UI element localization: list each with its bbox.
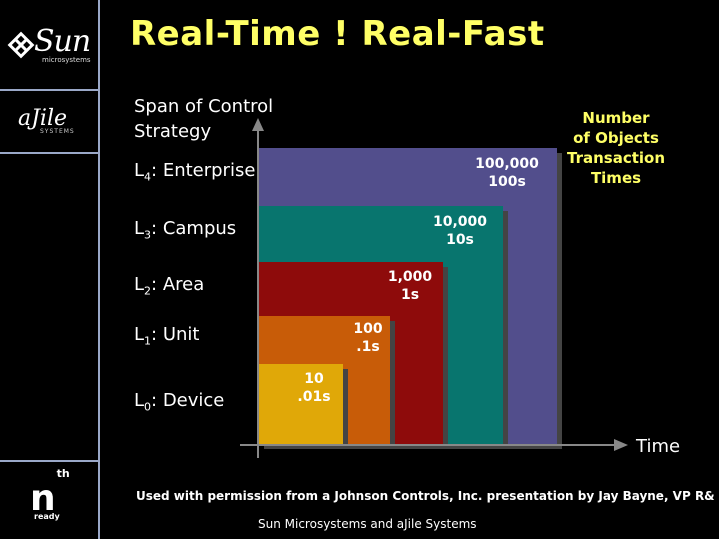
sun-logo-subtext: microsystems [42,56,91,64]
level-label-l3: L3: Campus [134,218,236,242]
bar-label-l0-objects: 10 [304,371,324,387]
bar-label-l0-time: .01s [297,389,331,405]
sidebar-divider [0,152,98,154]
nth-logo-ready: ready [34,512,60,521]
y-axis-arrow-icon [252,118,264,131]
bar-label-l3: 10,000 10s [418,213,502,249]
level-name: : Device [151,390,225,411]
y-axis-title-line1: Span of Control [134,96,274,117]
bar-label-l2: 1,000 1s [370,268,450,304]
level-sub: 0 [144,400,152,414]
level-name: : Unit [151,324,200,345]
level-name: : Campus [151,218,237,239]
level-label-l4: L4: Enterprise [134,160,255,184]
level-name: : Enterprise [151,160,256,181]
x-axis-title: Time [636,436,681,457]
legend-line3: Transaction [566,149,666,167]
sun-logo-text: Sun [34,24,91,59]
nth-logo: nth [30,467,70,519]
sidebar-divider [0,460,98,462]
legend-line1: Number [582,109,650,127]
sidebar-divider [0,89,98,91]
level-prefix: L [134,324,145,345]
footer-credit: Used with permission from a Johnson Cont… [136,489,715,503]
level-sub: 3 [144,228,152,242]
sun-diamond-icon [7,31,35,59]
bar-label-l3-objects: 10,000 [432,214,488,230]
ajile-logo-text: aJile [18,106,68,131]
level-label-l0: L0: Device [134,390,224,414]
y-axis-title: Span of Control Strategy [134,94,273,144]
level-prefix: L [134,160,145,181]
bar-label-l4-time: 100s [488,174,526,190]
legend-line2: of Objects [573,129,659,147]
bar-l0-device [259,364,343,444]
level-sub: 2 [144,284,152,298]
ajile-logo-subtext: SYSTEMS [40,128,75,135]
level-name: : Area [151,274,205,295]
bar-label-l0: 10 .01s [286,370,342,406]
sidebar: Sun microsystems aJile SYSTEMS nth ready [0,0,100,539]
level-sub: 4 [144,170,152,184]
nth-logo-sup: th [56,467,70,480]
sun-logo [6,26,94,76]
page-title: Real-Time ! Real-Fast [130,14,545,54]
footer-companies: Sun Microsystems and aJile Systems [258,517,477,531]
bar-label-l1-objects: 100 [353,321,383,337]
level-label-l1: L1: Unit [134,324,199,348]
level-prefix: L [134,274,145,295]
x-axis-arrow-icon [614,439,628,451]
bar-label-l2-objects: 1,000 [387,269,433,285]
y-axis-title-line2: Strategy [134,121,212,142]
level-sub: 1 [144,334,152,348]
level-label-l2: L2: Area [134,274,204,298]
bar-label-l4: 100,000 100s [462,155,552,191]
bar-label-l4-objects: 100,000 [475,156,539,172]
nth-logo-n: n [30,478,56,519]
level-prefix: L [134,390,145,411]
bar-label-l1-time: .1s [356,339,380,355]
bar-label-l2-time: 1s [400,287,420,303]
bar-label-l3-time: 10s [446,232,474,248]
legend: Number of Objects Transaction Times [556,108,676,188]
legend-line4: Times [590,169,642,187]
level-prefix: L [134,218,145,239]
bar-label-l1: 100 .1s [338,320,398,356]
